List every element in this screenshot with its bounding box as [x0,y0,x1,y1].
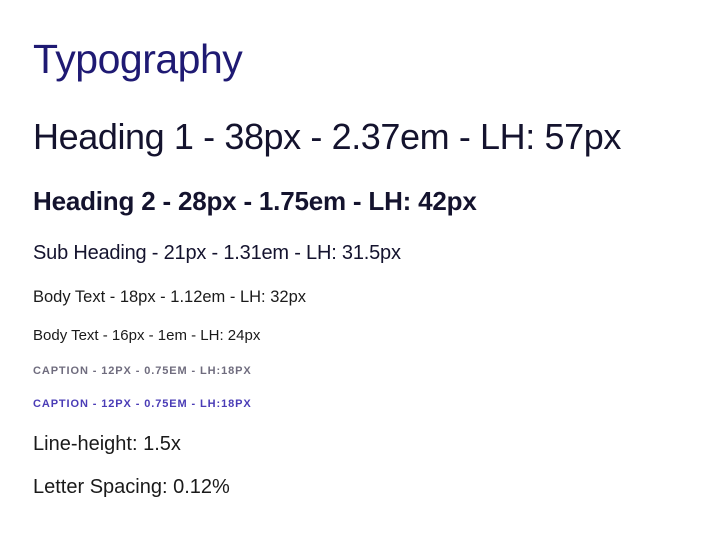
body-text-regular-sample: Body Text - 16px - 1em - LH: 24px [33,327,261,344]
line-height-spec: Line-height: 1.5x [33,433,181,455]
body-text-large-sample: Body Text - 18px - 1.12em - LH: 32px [33,288,306,306]
sub-heading-sample: Sub Heading - 21px - 1.31em - LH: 31.5px [33,242,401,264]
heading-2-sample: Heading 2 - 28px - 1.75em - LH: 42px [33,186,477,216]
caption-accent-sample: CAPTION - 12PX - 0.75EM - LH:18PX [33,398,252,410]
page-title: Typography [33,36,243,82]
heading-1-sample: Heading 1 - 38px - 2.37em - LH: 57px [33,116,621,157]
typography-sheet: Typography Heading 1 - 38px - 2.37em - L… [33,0,714,536]
letter-spacing-spec: Letter Spacing: 0.12% [33,476,230,498]
caption-gray-sample: CAPTION - 12PX - 0.75EM - LH:18PX [33,365,252,377]
